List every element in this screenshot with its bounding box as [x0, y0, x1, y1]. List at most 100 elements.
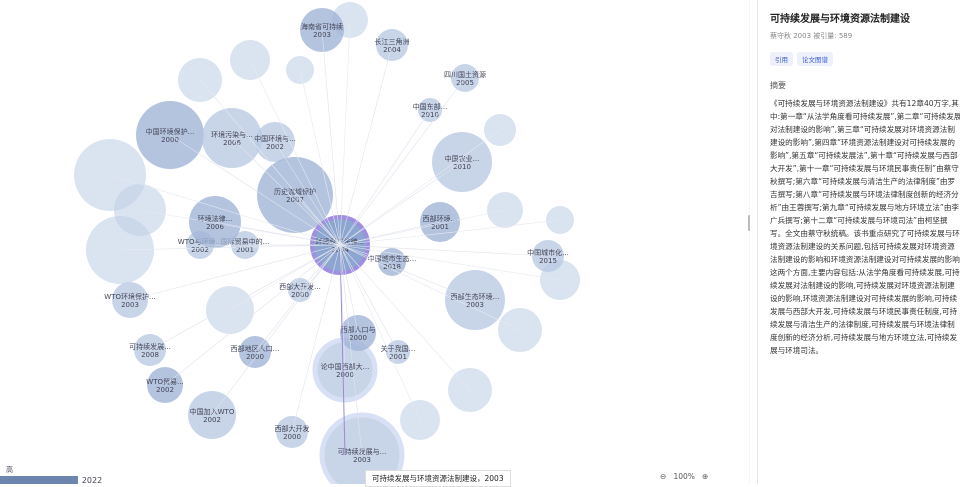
node-year: 2018 [383, 263, 401, 271]
node-label: 国际贸易中的... [221, 237, 270, 246]
edge [339, 77, 466, 246]
node [319, 412, 405, 484]
node-label: 可持续发展与... [338, 447, 387, 456]
edge [339, 244, 549, 257]
edge [291, 244, 341, 433]
node-year: 2008 [141, 351, 159, 359]
node-year: 2001 [431, 223, 449, 231]
node-year: 2000 [349, 334, 367, 342]
zoom-level: 100% [673, 472, 695, 481]
node-year: 2002 [266, 143, 284, 151]
node-year: 2006 [223, 139, 241, 147]
edge [339, 244, 363, 456]
node-label: 可持续发展... [129, 342, 171, 351]
node-year: 2000 [246, 353, 264, 361]
edge [339, 161, 463, 246]
scrollbar[interactable] [748, 215, 750, 231]
edge [294, 194, 341, 246]
node-label: 中国东部... [413, 102, 448, 111]
edge [211, 244, 341, 416]
node-label: 西部大开发... [279, 282, 321, 291]
edge [169, 134, 341, 246]
node-year: 2015 [539, 257, 557, 265]
node-year: 2001 [236, 246, 254, 254]
edge [299, 69, 341, 246]
legend-high: 高 [6, 465, 13, 474]
edge [199, 79, 341, 246]
edge [339, 19, 351, 246]
node-label: 环境法律... [198, 214, 233, 223]
edge [339, 109, 431, 246]
edge [339, 219, 561, 246]
node-year: 2010 [421, 111, 439, 119]
node-year: 2004 [383, 46, 401, 54]
node-label: 中国加入WTO [190, 407, 235, 416]
edge [339, 44, 393, 246]
edge [339, 129, 501, 246]
node-year: 2001 [389, 353, 407, 361]
edge [299, 244, 341, 291]
cite-button[interactable]: 引用 [770, 52, 793, 66]
paper-meta: 蔡守秋 2003 被引量: 589 [770, 32, 853, 40]
edge [321, 29, 341, 246]
node-label: WTO贸易... [146, 377, 183, 386]
node-year: 2002 [203, 416, 221, 424]
edge [339, 244, 359, 334]
node-label: 西部环境... [423, 214, 458, 223]
node-year: 2010 [453, 163, 471, 171]
node-year: 2003 [313, 31, 331, 39]
abstract: 《可持续发展与环境资源法制建设》共有12章40万字,其中:第一章“从法学角度看可… [770, 99, 960, 355]
node-year: 2006 [206, 223, 224, 231]
edge [339, 244, 399, 353]
edge [339, 244, 393, 263]
edge [339, 244, 471, 391]
edge [339, 244, 561, 281]
edge [149, 244, 341, 351]
node-label: 西部地区人口... [231, 344, 280, 353]
node-label: 西部大开发 [275, 424, 310, 433]
detail-panel: 可持续发展与环境资源法制建设 蔡守秋 2003 被引量: 589 引用 论文图谱 … [757, 0, 960, 484]
edge [139, 209, 341, 246]
node-label: WTO环境保护... [104, 292, 155, 301]
node-year: 2003 [353, 456, 371, 464]
edge [339, 209, 506, 246]
edge [339, 244, 521, 331]
tooltip: 可持续发展与环境资源法制建设，2003 [365, 470, 511, 487]
node-label: 中国城市生态... [368, 254, 417, 263]
edge [129, 244, 341, 301]
node-year: 2000 [283, 433, 301, 441]
legend-bar [0, 476, 78, 484]
edge [229, 244, 341, 311]
node-year: 2002 [191, 246, 209, 254]
edge [164, 244, 341, 386]
node-label: 中国城市化... [527, 248, 569, 257]
node-label: 历史流域保护 [274, 187, 316, 196]
node-year: 2000 [336, 371, 354, 379]
edge [339, 244, 421, 421]
zoom-control[interactable]: ⊖ 100% ⊕ [660, 472, 709, 481]
edge [339, 244, 346, 371]
node-label: 中国环境与... [254, 134, 296, 143]
edge [274, 141, 341, 246]
edge [339, 244, 346, 456]
node-year: 2002 [156, 386, 174, 394]
node-label: 环境污染与... [211, 130, 253, 139]
node-label: 中国农业... [445, 154, 480, 163]
edge [231, 137, 341, 246]
node-year: 2005 [456, 79, 474, 87]
node-year: 2000 [161, 136, 179, 144]
node-label: 西部生态环境... [451, 292, 500, 301]
legend-year: 2022 [82, 476, 102, 484]
paper-title: 可持续发展与环境资源法制建设 [770, 14, 910, 25]
edge [339, 244, 476, 301]
node-year: 2003 [466, 301, 484, 309]
citation-graph: 高 2022 环境保护法律...2004论中国西部大...2000可持续发展与.… [0, 0, 750, 484]
node-year: 2003 [121, 301, 139, 309]
node-label: 四川国土资源 [444, 70, 486, 79]
edge [249, 59, 341, 246]
edge [119, 244, 341, 251]
graph-button[interactable]: 论文图谱 [797, 52, 833, 66]
node-label: 中国环境保护... [146, 127, 195, 136]
node-label: 海南省可持续 [301, 22, 343, 31]
